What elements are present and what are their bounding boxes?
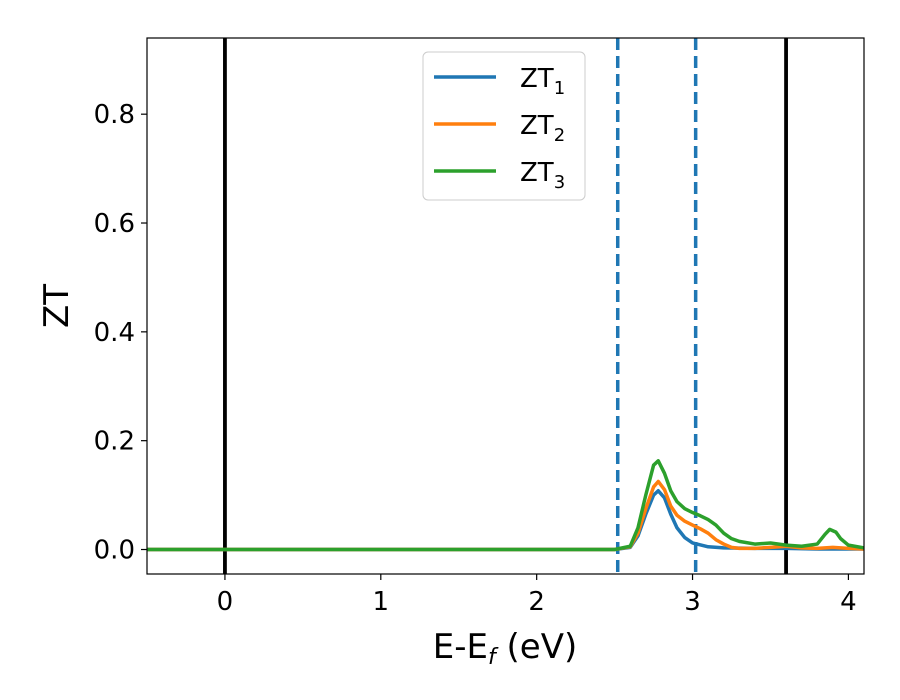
- reference-lines: [223, 38, 788, 574]
- x-axis-label-unit: (eV): [496, 627, 578, 667]
- plot-frame: [146, 37, 865, 575]
- legend-label-zt2-sub: 2: [554, 125, 565, 146]
- y-tick-label: 0.8: [94, 100, 135, 130]
- y-tick-label: 0.0: [94, 536, 135, 566]
- y-axis-ticks: 0.0 0.2 0.4 0.6 0.8: [94, 100, 147, 566]
- legend-label-zt1: ZT1: [520, 64, 565, 99]
- y-tick-label: 0.2: [94, 427, 135, 457]
- legend-label-zt3-sub: 3: [554, 172, 565, 193]
- x-axis-label: E-Ef (eV): [433, 627, 578, 670]
- legend-label-zt1-main: ZT: [520, 64, 554, 94]
- x-tick-label: 4: [840, 587, 857, 617]
- legend-label-zt3: ZT3: [520, 158, 565, 193]
- series-lines: [147, 459, 864, 552]
- legend: ZT1 ZT2 ZT3: [422, 51, 586, 201]
- legend-label-zt2-main: ZT: [520, 111, 554, 141]
- x-axis-ticks: 0 1 2 3 4: [217, 574, 857, 617]
- x-tick-label: 3: [684, 587, 701, 617]
- x-tick-label: 2: [528, 587, 545, 617]
- y-axis-label: ZT: [37, 284, 77, 328]
- legend-label-zt1-sub: 1: [554, 78, 565, 99]
- x-tick-label: 1: [373, 587, 390, 617]
- legend-box: [422, 51, 586, 201]
- y-tick-label: 0.4: [94, 318, 135, 348]
- x-axis-label-subscript: f: [488, 645, 499, 670]
- x-tick-label: 0: [217, 587, 234, 617]
- y-tick-label: 0.6: [94, 209, 135, 239]
- series-line-zt3: [147, 459, 864, 552]
- x-axis-label-main: E-E: [433, 627, 488, 667]
- legend-label-zt2: ZT2: [520, 111, 565, 146]
- legend-label-zt3-main: ZT: [520, 158, 554, 188]
